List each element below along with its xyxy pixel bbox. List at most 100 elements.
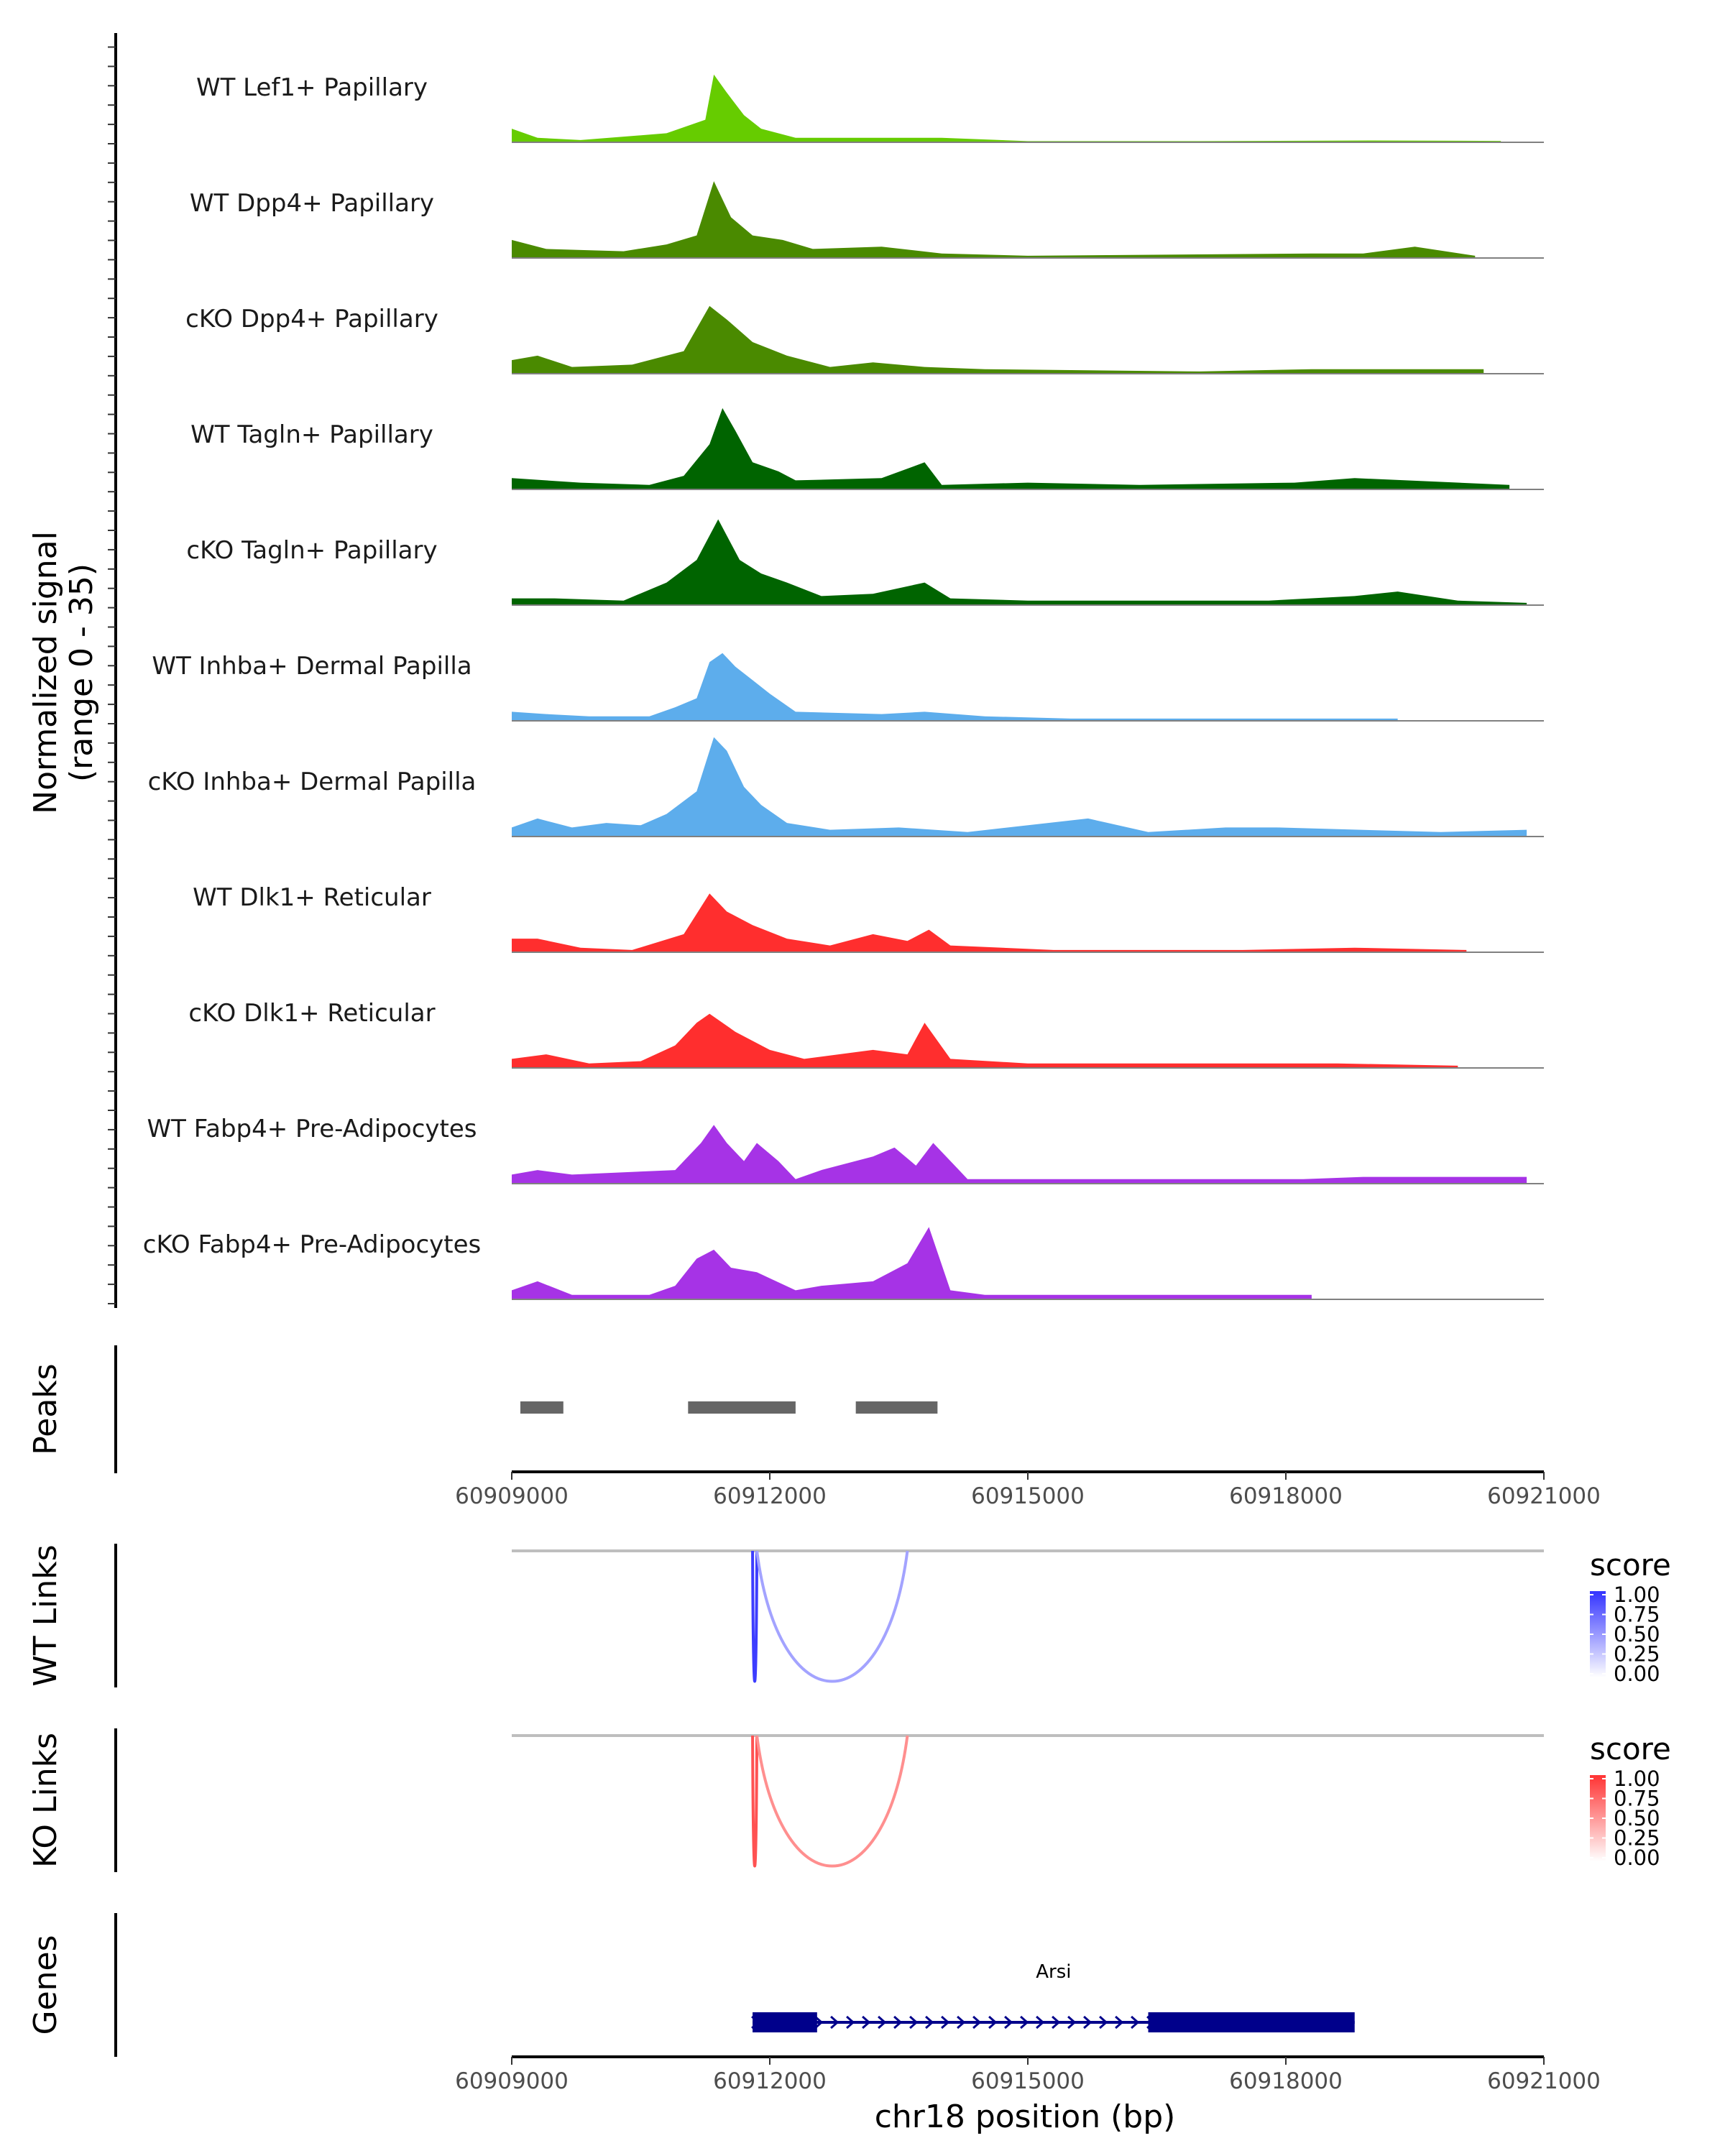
track-signal-area [512, 407, 1510, 489]
wt-links-y-label: WT Links [27, 1544, 64, 1686]
peak-3 [855, 1401, 938, 1414]
strand-arrow [941, 2015, 950, 2030]
legend-tick-label: 1.00 [1614, 1583, 1660, 1607]
wt-links-track [512, 1549, 1544, 1683]
legend-tick-label: 0.00 [1614, 1662, 1660, 1686]
peak-2 [688, 1401, 796, 1414]
track-label: WT Fabp4+ Pre-Adipocytes [147, 1115, 477, 1143]
legend-tick-label: 0.25 [1614, 1642, 1660, 1667]
track-label: WT Inhba+ Dermal Papilla [152, 652, 472, 681]
x-tick-label: 60915000 [971, 1483, 1085, 1509]
x-tick-label: 60918000 [1229, 2068, 1343, 2094]
x-axis-title: chr18 position (bp) [875, 2099, 1176, 2135]
track-11: cKO Fabp4+ Pre-Adipocytes [143, 1227, 1544, 1300]
legend-tick-label: 0.75 [1614, 1787, 1660, 1811]
strand-arrow [909, 2015, 919, 2030]
track-label: WT Tagln+ Papillary [190, 420, 433, 449]
strand-arrow [878, 2015, 887, 2030]
strand-arrow [1131, 2015, 1140, 2030]
track-signal-area [512, 893, 1467, 952]
legend-title: score [1590, 1731, 1671, 1766]
track-1: WT Lef1+ Papillary [196, 73, 1544, 143]
track-7: cKO Inhba+ Dermal Papilla [148, 737, 1544, 837]
legend-tick-label: 0.50 [1614, 1622, 1660, 1646]
track-label: cKO Dlk1+ Reticular [188, 999, 435, 1028]
link-arc-2 [755, 1735, 909, 1868]
strand-arrow [814, 2015, 824, 2030]
track-label: cKO Fabp4+ Pre-Adipocytes [143, 1230, 482, 1259]
coverage-y-label-line1: Normalized signal [27, 531, 64, 814]
track-9: cKO Dlk1+ Reticular [188, 999, 1544, 1069]
genes-y-label: Genes [27, 1935, 64, 2035]
legend-tick-label: 1.00 [1614, 1766, 1660, 1791]
track-signal-area [512, 737, 1527, 837]
link-arc-1 [751, 1550, 759, 1683]
x-tick-label: 60921000 [1487, 2068, 1601, 2094]
strand-arrow [1052, 2015, 1061, 2030]
link-arc-2 [755, 1550, 909, 1683]
ko-links-y-label: KO Links [27, 1733, 64, 1868]
track-3: cKO Dpp4+ Papillary [185, 305, 1544, 374]
legend-colorbar [1590, 1775, 1606, 1861]
coverage-tracks: WT Lef1+ Papillary WT Dpp4+ Papillary cKO … [143, 73, 1544, 1300]
track-8: WT Dlk1+ Reticular [193, 883, 1544, 953]
track-4: WT Tagln+ Papillary [190, 407, 1544, 490]
strand-arrow [862, 2015, 871, 2030]
legend-colorbar [1590, 1591, 1606, 1677]
genes-track: Arsi [751, 1961, 1355, 2032]
track-signal-area [512, 305, 1484, 374]
strand-arrow [957, 2015, 966, 2030]
track-2: WT Dpp4+ Papillary [190, 181, 1544, 259]
strand-arrow [1083, 2015, 1092, 2030]
legend-tick-label: 0.00 [1614, 1846, 1660, 1870]
x-tick-label: 60912000 [713, 2068, 827, 2094]
track-signal-area [512, 74, 1501, 142]
track-6: WT Inhba+ Dermal Papilla [152, 652, 1544, 722]
gene-exon-1 [753, 2012, 817, 2032]
x-tick-label: 60915000 [971, 2068, 1085, 2094]
track-signal-area [512, 519, 1527, 605]
strand-arrow [1020, 2015, 1029, 2030]
track-signal-area [512, 181, 1476, 258]
coverage-y-label-line2: (range 0 - 35) [63, 563, 100, 782]
strand-arrow [988, 2015, 998, 2030]
strand-arrow [846, 2015, 855, 2030]
strand-arrow [1036, 2015, 1045, 2030]
track-signal-area [512, 1227, 1312, 1299]
legend-tick-label: 0.75 [1614, 1603, 1660, 1627]
strand-arrow [1115, 2015, 1124, 2030]
track-signal-area [512, 1125, 1527, 1184]
track-label: cKO Dpp4+ Papillary [185, 305, 438, 333]
track-signal-area [512, 1013, 1458, 1068]
gene-exon-2 [1148, 2012, 1355, 2032]
strand-arrow [1099, 2015, 1108, 2030]
peaks-track [520, 1401, 938, 1414]
track-label: cKO Tagln+ Papillary [186, 536, 437, 565]
peak-1 [520, 1401, 564, 1414]
legend-title: score [1590, 1547, 1671, 1583]
strand-arrow [925, 2015, 934, 2030]
genes-x-axis: 60909000 60912000 60915000 60918000 60921000 [455, 2055, 1601, 2094]
track-label: cKO Inhba+ Dermal Papilla [148, 768, 477, 796]
x-tick-label: 60918000 [1229, 1483, 1343, 1509]
ko-links-track [512, 1734, 1544, 1868]
x-tick-label: 60912000 [713, 1483, 827, 1509]
peaks-x-axis: 60909000 60912000 60915000 60918000 60921000 [455, 1470, 1601, 1509]
track-label: WT Lef1+ Papillary [196, 73, 428, 102]
track-label: WT Dlk1+ Reticular [193, 883, 431, 912]
x-tick-label: 60909000 [455, 1483, 569, 1509]
link-arc-1 [751, 1735, 759, 1868]
strand-arrow [1067, 2015, 1077, 2030]
x-tick-label: 60909000 [455, 2068, 569, 2094]
strand-arrow [972, 2015, 982, 2030]
peaks-y-label: Peaks [27, 1363, 64, 1455]
legend-tick-label: 0.50 [1614, 1806, 1660, 1830]
strand-arrow [893, 2015, 903, 2030]
x-tick-label: 60921000 [1487, 1483, 1601, 1509]
gene-name-label: Arsi [1036, 1961, 1071, 1983]
coverage-y-axis [108, 33, 117, 1308]
legend-tick-label: 0.25 [1614, 1826, 1660, 1851]
track-5: cKO Tagln+ Papillary [186, 519, 1544, 606]
